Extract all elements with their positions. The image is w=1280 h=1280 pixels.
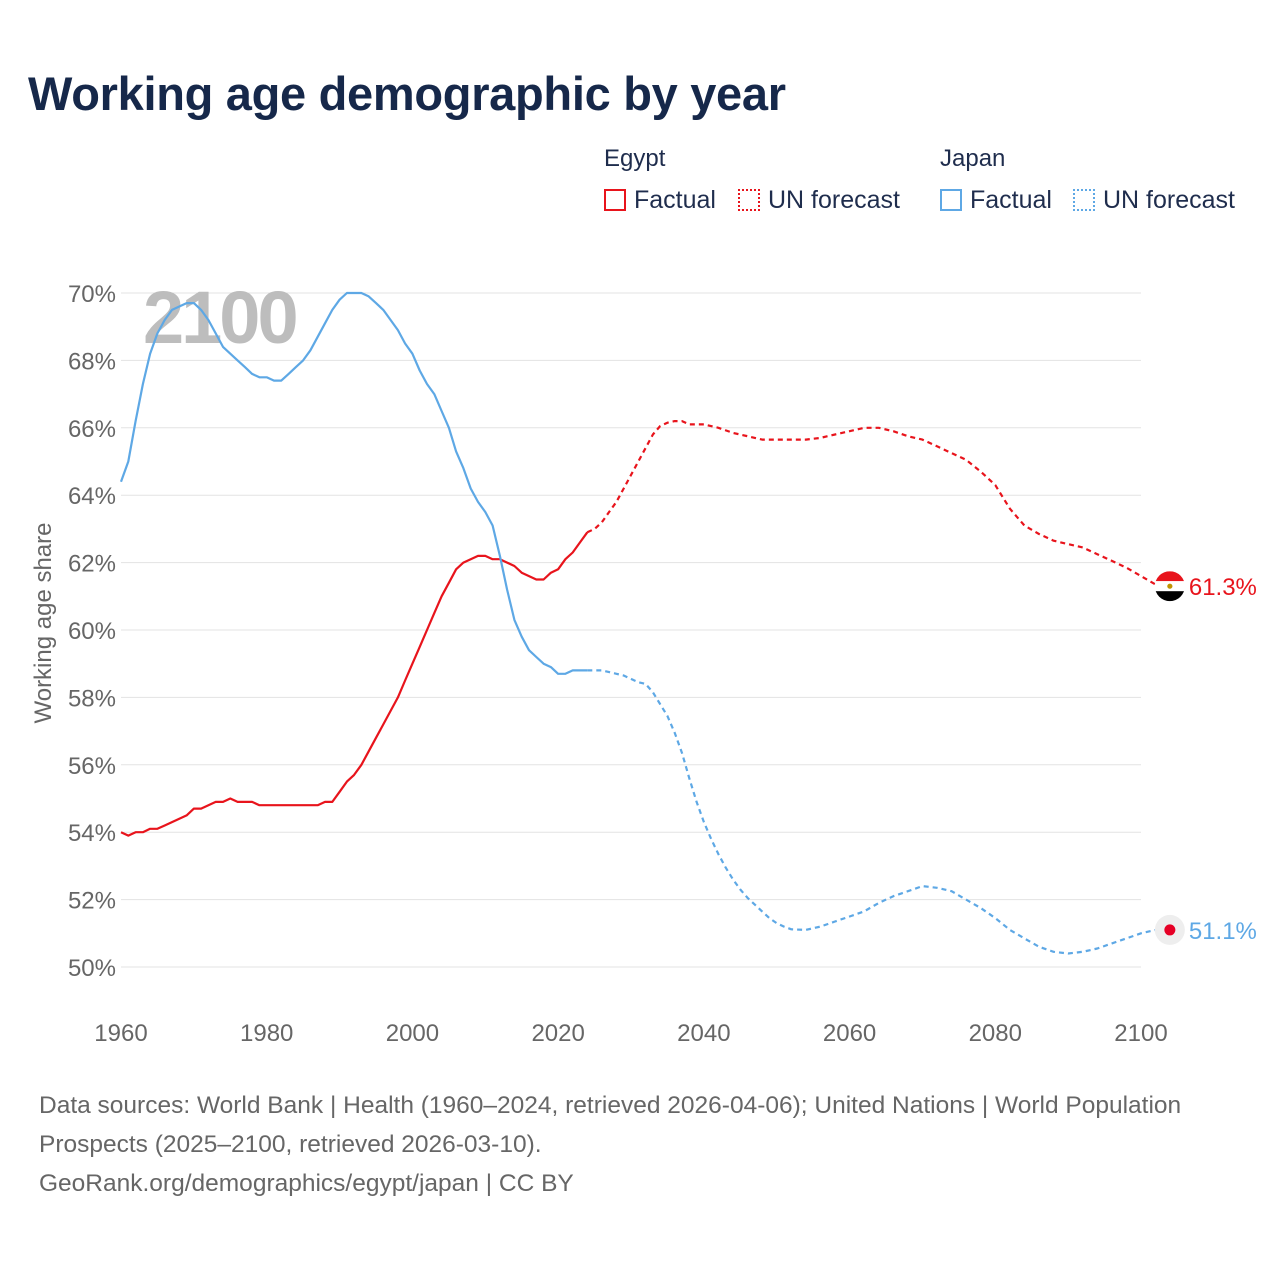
legend-item-egypt-factual[interactable]: Factual: [604, 186, 716, 214]
y-tick-label: 68%: [68, 348, 116, 375]
legend-label-egypt-factual: Factual: [634, 185, 716, 214]
x-tick-label: 2000: [386, 1020, 439, 1047]
egypt-flag-icon: [1154, 571, 1185, 602]
y-tick-label: 60%: [68, 618, 116, 645]
end-marker-japan: 51.1%: [1154, 914, 1257, 945]
legend-label-japan-factual: Factual: [970, 185, 1052, 214]
line-chart: 2100 50% 52% 54% 56% 58% 60% 62% 64% 66% 68% 70% 1…: [30, 276, 1257, 1047]
x-tick-label: 2060: [823, 1020, 876, 1047]
x-axis-ticks: 1960 1980 2000 2020 2040 2060 2080 2100: [94, 1020, 1167, 1047]
series-line-japan-forecast: [587, 669, 1163, 955]
x-tick-label: 2100: [1114, 1020, 1167, 1047]
legend-item-japan-forecast[interactable]: UN forecast: [1073, 186, 1235, 214]
legend-swatch-egypt-factual: [604, 189, 626, 211]
x-tick-label: 1980: [240, 1020, 293, 1047]
y-tick-label: 56%: [68, 753, 116, 780]
legend-label-egypt-forecast: UN forecast: [768, 185, 900, 214]
legend-label-japan-forecast: UN forecast: [1103, 185, 1235, 214]
chart-title: Working age demographic by year: [28, 67, 786, 120]
series-line-egypt-forecast: [586, 420, 1164, 588]
legend-swatch-egypt-forecast: [738, 189, 760, 211]
x-tick-label: 2080: [969, 1020, 1022, 1047]
end-value-label-egypt: 61.3%: [1189, 574, 1257, 601]
y-tick-label: 64%: [68, 483, 116, 510]
x-tick-label: 2020: [531, 1020, 584, 1047]
x-tick-label: 2040: [677, 1020, 730, 1047]
y-tick-label: 62%: [68, 551, 116, 578]
y-tick-label: 54%: [68, 820, 116, 847]
y-axis-label: Working age share: [30, 523, 57, 724]
series-line-japan-factual: [119, 291, 588, 675]
y-tick-label: 58%: [68, 685, 116, 712]
grid-lines: [121, 292, 1141, 968]
source-text: Data sources: World Bank | Health (1960–…: [39, 1092, 1182, 1158]
source-link[interactable]: GeoRank.org/demographics/egypt/japan | C…: [39, 1170, 574, 1197]
y-tick-label: 66%: [68, 416, 116, 443]
japan-flag-dot: [1164, 924, 1176, 936]
y-axis-ticks: 50% 52% 54% 56% 58% 60% 62% 64% 66% 68% 70%: [68, 281, 116, 982]
series-lines: [119, 291, 1164, 955]
series-line-egypt-factual: [120, 531, 589, 837]
series-end-markers: 61.3% 51.1%: [1154, 571, 1257, 945]
legend-group-japan: Japan: [940, 145, 1006, 172]
y-tick-label: 52%: [68, 888, 116, 915]
legend-group-egypt: Egypt: [604, 145, 666, 172]
legend-swatch-japan-forecast: [1073, 189, 1095, 211]
legend-swatch-japan-factual: [940, 189, 962, 211]
legend-item-egypt-forecast[interactable]: UN forecast: [738, 186, 900, 214]
y-tick-label: 70%: [68, 281, 116, 308]
end-value-label-japan: 51.1%: [1189, 918, 1257, 945]
y-tick-label: 50%: [68, 955, 116, 982]
legend-item-japan-factual[interactable]: Factual: [940, 186, 1052, 214]
end-marker-egypt: 61.3%: [1154, 571, 1257, 602]
source-note: Data sources: World Bank | Health (1960–…: [39, 1086, 1219, 1203]
x-tick-label: 1960: [94, 1020, 147, 1047]
